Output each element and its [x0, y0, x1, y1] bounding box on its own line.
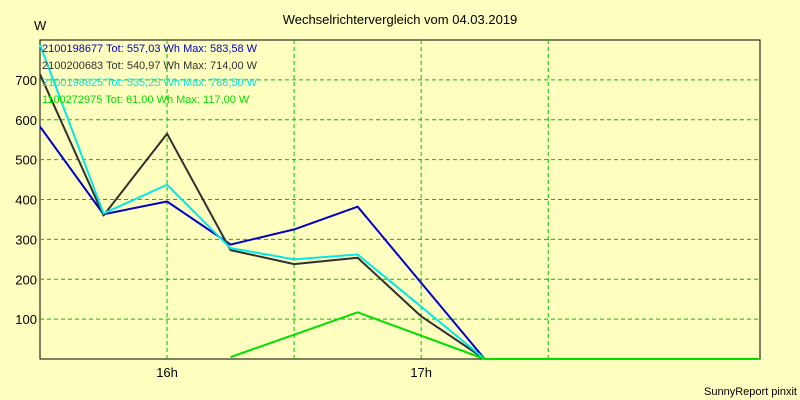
chart-title: Wechselrichtervergleich vom 04.03.2019	[283, 12, 518, 27]
legend: 2100198677 Tot: 557,03 Wh Max: 583,58 W 2…	[42, 43, 258, 106]
y-tick-label: 100	[15, 312, 37, 327]
y-tick-label: 200	[15, 272, 37, 287]
y-tick-label: 400	[15, 193, 37, 208]
series-line-3	[39, 44, 760, 360]
y-tick-label: 700	[15, 73, 37, 88]
series-line-1	[39, 125, 760, 360]
axis-ticks: 100 200 300 400 500 600 700 16h 17h	[15, 73, 432, 380]
series-line-2	[39, 73, 760, 360]
series-lines	[39, 44, 760, 360]
legend-entry-1: 2100198677 Tot: 557,03 Wh Max: 583,58 W	[42, 43, 258, 55]
y-axis-unit: W	[34, 18, 47, 33]
y-tick-label: 300	[15, 232, 37, 247]
grid	[40, 40, 760, 359]
footer-credit: SunnyReport pinxit	[704, 386, 797, 398]
x-tick-label: 16h	[156, 365, 178, 380]
legend-entry-3: 2100198825 Tot: 535,25 Wh Max: 788,50 W	[42, 77, 258, 89]
legend-entry-4: 1100272975 Tot: 61,00 Wh Max: 117,00 W	[42, 94, 250, 106]
y-tick-label: 500	[15, 153, 37, 168]
series-line-4	[230, 311, 760, 360]
y-tick-label: 600	[15, 113, 37, 128]
x-tick-label: 17h	[410, 365, 432, 380]
legend-entry-2: 2100200683 Tot: 540,97 Wh Max: 714,00 W	[42, 60, 258, 72]
